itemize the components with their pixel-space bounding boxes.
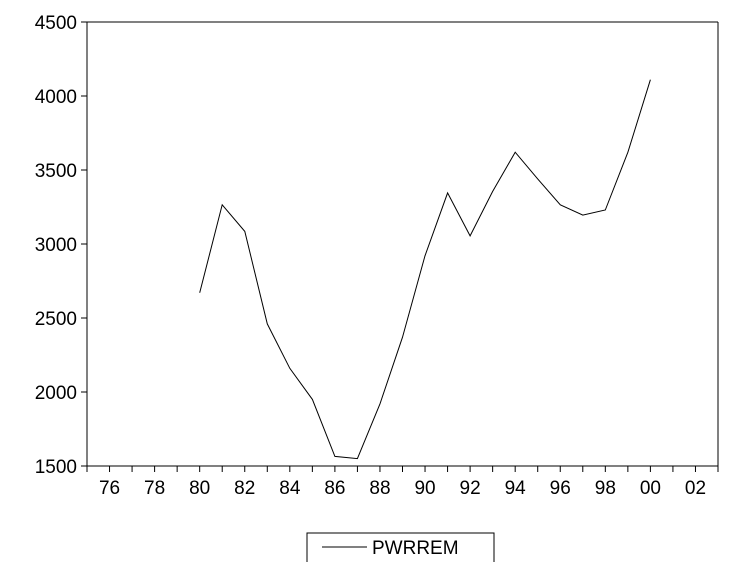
legend-label: PWRREM	[372, 538, 459, 559]
y-tick-label: 1500	[35, 457, 77, 478]
y-tick-label: 2500	[35, 309, 77, 330]
x-tick-label: 78	[144, 478, 165, 499]
x-tick-label: 84	[279, 478, 301, 499]
x-tick-label: 82	[234, 478, 255, 499]
plot-frame	[86, 21, 719, 467]
series-line-pwrrem	[199, 79, 651, 460]
x-tick-label: 96	[550, 478, 571, 499]
y-tick-label: 4500	[35, 13, 77, 34]
x-tick-label: 94	[505, 478, 527, 499]
x-tick-label: 92	[460, 478, 481, 499]
series-layer	[199, 79, 651, 460]
y-axis-ticks: 1500 2000 2500 3000 3500 4000 4500	[35, 13, 87, 478]
x-tick-label: 76	[99, 478, 120, 499]
y-tick-label: 2000	[35, 383, 77, 404]
x-tick-label: 88	[369, 478, 390, 499]
legend: PWRREM	[306, 532, 495, 562]
x-tick-label: 98	[595, 478, 616, 499]
x-tick-label: 80	[189, 478, 210, 499]
y-tick-label: 3000	[35, 235, 77, 256]
x-tick-label: 02	[685, 478, 706, 499]
x-tick-label: 00	[640, 478, 661, 499]
x-tick-label: 90	[414, 478, 435, 499]
y-tick-label: 3500	[35, 161, 77, 182]
x-tick-label: 86	[324, 478, 345, 499]
x-axis-ticks: 76 78 80 82 84 86 88 90 92 94 96 98 00 02	[86, 466, 719, 499]
y-tick-label: 4000	[35, 87, 77, 108]
